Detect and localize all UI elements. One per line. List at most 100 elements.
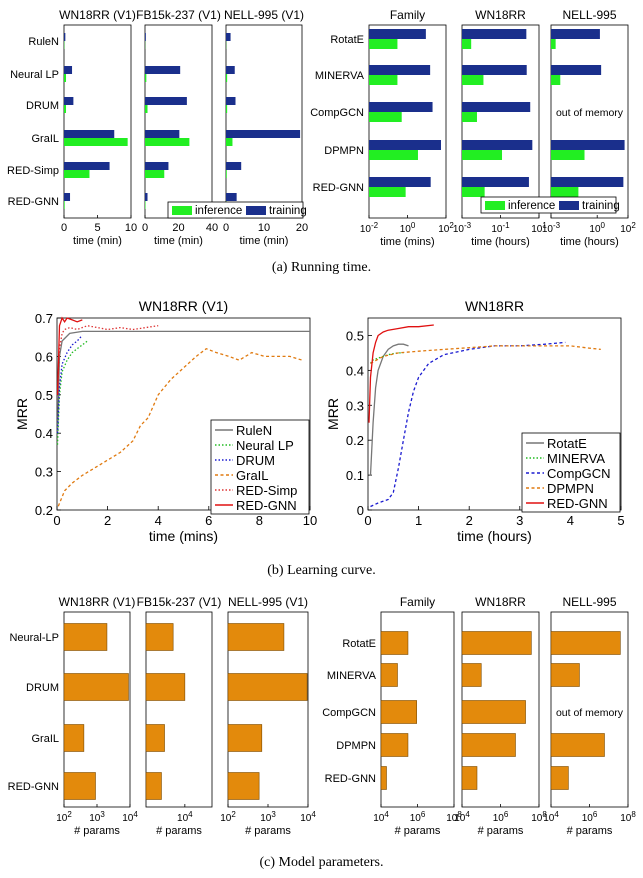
y-tick-label: 0.6 [35,349,53,364]
y-tick-label: 0.2 [35,503,53,518]
bar-inference [462,39,472,49]
tick-label: 102 [220,810,236,824]
tick-label: 104 [454,810,470,824]
tick-label: 106 [410,810,426,824]
panel-title: Family [390,8,425,22]
bar-training [369,102,433,112]
tick-label: 0 [142,222,148,234]
x-axis-label: time (min) [240,235,289,247]
series-line [56,334,83,434]
caption-running-time: (a) Running time. [271,260,372,275]
tick-label: 10-1 [491,221,510,235]
tick-label: 106 [582,810,598,824]
x-axis-label: time (mins) [149,528,218,544]
chart-title: WN18RR [465,298,524,314]
bar-params [63,724,85,752]
legend-label: MINERVA [547,451,605,466]
bar-inference [462,75,484,85]
panel-title: Family [400,595,435,609]
bar-params [461,733,516,757]
bar-training [226,193,237,201]
bar-inference [462,150,503,160]
bar-training [462,140,533,150]
bar-inference [64,170,90,178]
bar-training [145,97,187,105]
bar-training [145,33,146,41]
bar-params [461,700,526,724]
tick-label: 104 [300,810,316,824]
method-label: DPMPN [324,145,364,157]
bar-inference [64,138,128,146]
method-label: CompGCN [322,707,376,719]
y-tick-label: 0.2 [346,433,364,448]
bar-training [369,140,442,150]
tick-label: 0 [223,222,229,234]
method-label: MINERVA [315,70,365,82]
bar-training [551,177,624,187]
x-axis-label: time (min) [73,235,122,247]
bar-inference [145,138,190,146]
bar-training [226,130,301,138]
y-tick-label: 0 [357,503,364,518]
bar-params [227,623,285,651]
bar-params [550,733,605,757]
bar-inference [551,150,585,160]
series-line [368,324,434,423]
bar-inference [145,170,165,178]
bar-inference [369,39,398,49]
bar-training [145,162,169,170]
legend-label: CompGCN [547,466,611,481]
y-tick-label: 0.4 [35,426,53,441]
tick-label: 103 [89,810,105,824]
tick-label: 104 [543,810,559,824]
tick-label: 10-3 [453,221,472,235]
method-label: RuleN [28,36,59,48]
legend-label: RED-GNN [236,498,297,513]
legend-label-inference: inference [195,205,242,217]
y-tick-label: 0.5 [35,388,53,403]
bar-training [369,177,431,187]
legend-box [480,196,617,214]
bar-training [462,177,529,187]
legend-swatch-inference [172,206,192,215]
bar-training [64,33,66,41]
panel-title: WN18RR (V1) [59,8,136,22]
bar-inference [369,150,418,160]
legend-label-training: training [582,200,620,212]
method-label: DPMPN [336,740,376,752]
legend-label: RotatE [547,436,587,451]
tick-label: 102 [438,221,454,235]
bar-params [461,663,482,687]
tick-label: 108 [446,810,462,824]
y-tick-label: 0.3 [35,465,53,480]
method-label: RED-GNN [8,781,59,793]
series-line [56,316,83,395]
y-axis-label: MRR [14,398,30,430]
method-label: MINERVA [327,670,377,682]
x-tick-label: 4 [155,513,162,528]
bar-inference [64,105,67,113]
panel-title: FB15k-237 (V1) [136,8,221,22]
bar-training [226,33,231,41]
y-tick-label: 0.7 [35,311,53,326]
bar-training [369,65,431,75]
panel-title: FB15k-237 (V1) [137,595,222,609]
bar-training [551,29,600,39]
legend-swatch-training [559,201,579,210]
bar-params [145,673,186,701]
bar-inference [462,112,477,122]
bar-training [145,130,180,138]
bar-params [145,724,165,752]
bar-params [63,673,129,701]
x-tick-label: 10 [303,513,317,528]
method-label: RED-GNN [313,182,364,194]
x-tick-label: 1 [415,513,422,528]
panel-title: WN18RR (V1) [59,595,136,609]
bar-params [380,631,409,655]
legend-label: GraIL [236,468,269,483]
bar-inference [369,75,398,85]
bar-training [145,193,148,201]
legend-box [167,201,304,219]
tick-label: 104 [373,810,389,824]
x-axis-label: time (min) [154,235,203,247]
